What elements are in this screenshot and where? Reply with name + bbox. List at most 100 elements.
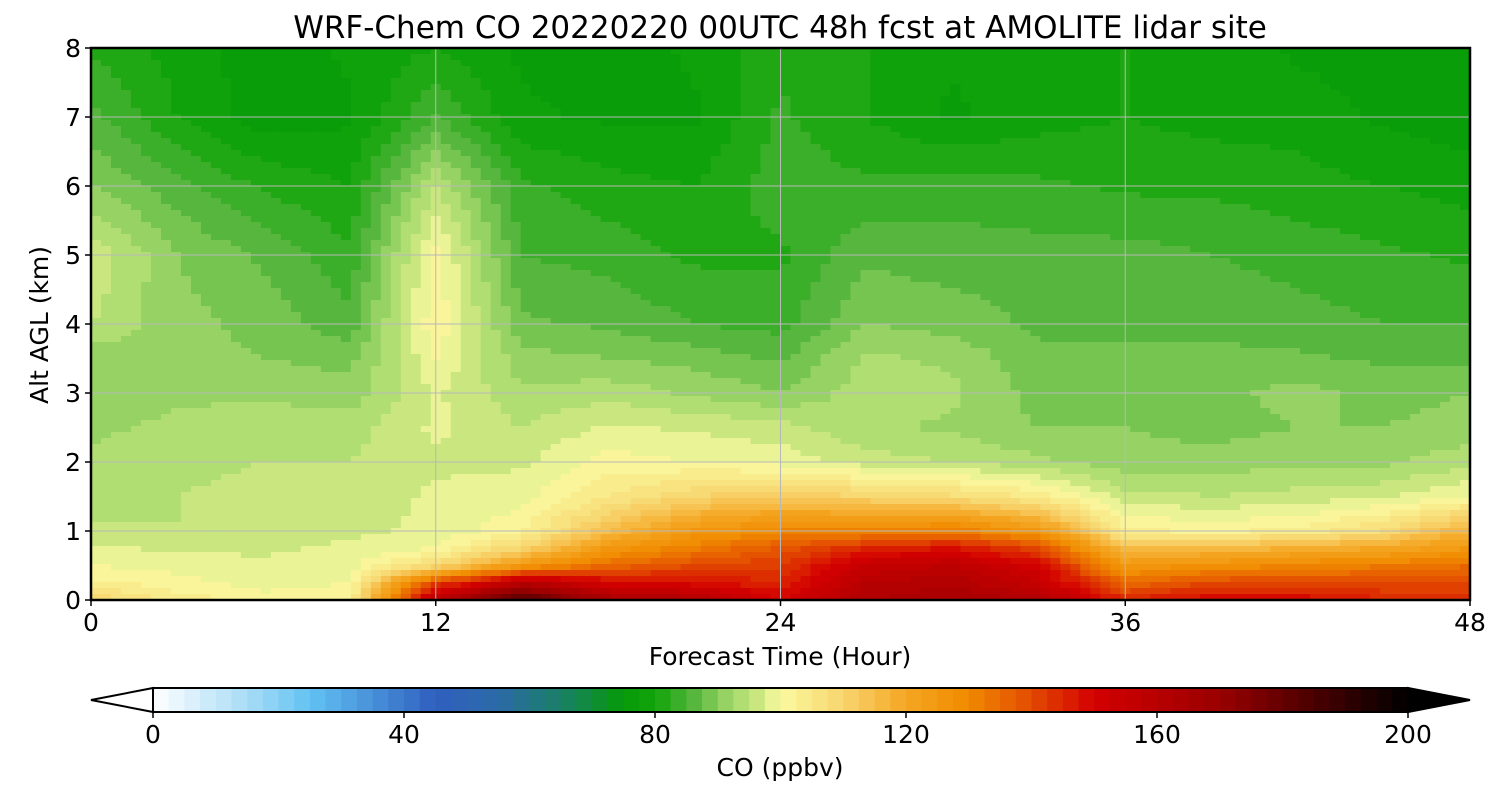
heatmap-cell bbox=[960, 210, 971, 217]
heatmap-cell bbox=[1400, 174, 1411, 181]
heatmap-cell bbox=[1070, 240, 1081, 247]
heatmap-cell bbox=[520, 84, 532, 91]
heatmap-cell bbox=[460, 90, 472, 97]
heatmap-cell bbox=[470, 66, 482, 73]
heatmap-cell bbox=[1270, 156, 1281, 163]
heatmap-cell bbox=[900, 66, 911, 73]
heatmap-cell bbox=[1430, 240, 1441, 247]
heatmap-cell bbox=[480, 90, 492, 97]
heatmap-cell bbox=[930, 228, 941, 235]
heatmap-cell bbox=[180, 240, 192, 247]
heatmap-cell bbox=[850, 72, 862, 79]
heatmap-cell bbox=[950, 228, 961, 235]
heatmap-cell bbox=[570, 168, 582, 175]
heatmap-cell bbox=[1460, 186, 1470, 193]
heatmap-cell bbox=[570, 108, 582, 115]
heatmap-cell bbox=[440, 186, 452, 193]
heatmap-cell bbox=[1190, 222, 1201, 229]
heatmap-cell bbox=[1230, 210, 1241, 217]
heatmap-cell bbox=[230, 192, 242, 199]
heatmap-cell bbox=[650, 138, 662, 145]
heatmap-cell bbox=[1070, 216, 1081, 223]
heatmap-cell bbox=[520, 132, 532, 139]
heatmap-cell bbox=[680, 180, 692, 187]
heatmap-cell bbox=[340, 234, 352, 241]
heatmap-cell bbox=[1230, 60, 1241, 67]
heatmap-cell bbox=[1210, 48, 1221, 55]
heatmap-cell bbox=[1180, 108, 1191, 115]
heatmap-cell bbox=[820, 198, 832, 205]
heatmap-cell bbox=[200, 162, 212, 169]
heatmap-cell bbox=[650, 234, 662, 241]
heatmap-cell bbox=[1000, 60, 1011, 67]
heatmap-cell bbox=[220, 156, 232, 163]
heatmap-cell bbox=[1310, 246, 1321, 253]
heatmap-cell bbox=[260, 72, 272, 79]
heatmap-cell bbox=[380, 210, 392, 217]
heatmap-cell bbox=[1320, 66, 1331, 73]
heatmap-cell bbox=[1410, 132, 1421, 139]
heatmap-cell bbox=[620, 138, 632, 145]
heatmap-cell bbox=[620, 102, 632, 109]
heatmap-cell bbox=[1440, 258, 1451, 265]
heatmap-cell bbox=[860, 78, 872, 85]
heatmap-cell bbox=[1450, 210, 1461, 217]
heatmap-cell bbox=[140, 174, 152, 181]
heatmap-cell bbox=[400, 54, 412, 61]
heatmap-cell bbox=[1250, 132, 1261, 139]
heatmap-cell bbox=[1160, 234, 1171, 241]
heatmap-cell bbox=[630, 126, 642, 133]
heatmap-cell bbox=[930, 90, 941, 97]
heatmap-cell bbox=[720, 192, 732, 199]
heatmap-cell bbox=[910, 156, 921, 163]
heatmap-cell bbox=[150, 234, 162, 241]
heatmap-cell bbox=[1430, 66, 1441, 73]
heatmap-cell bbox=[1240, 54, 1251, 61]
heatmap-cell bbox=[980, 192, 991, 199]
heatmap-cell bbox=[110, 78, 122, 85]
heatmap-cell bbox=[1410, 150, 1421, 157]
heatmap-cell bbox=[840, 186, 852, 193]
heatmap-cell bbox=[830, 168, 842, 175]
heatmap-cell bbox=[1280, 228, 1291, 235]
heatmap-cell bbox=[1210, 210, 1221, 217]
heatmap-cell bbox=[840, 246, 852, 253]
heatmap-cell bbox=[1220, 120, 1231, 127]
heatmap-cell bbox=[540, 246, 552, 253]
heatmap-cell bbox=[520, 108, 532, 115]
heatmap-cell bbox=[360, 216, 372, 223]
heatmap-cell bbox=[1260, 192, 1271, 199]
heatmap-cell bbox=[1000, 126, 1011, 133]
heatmap-cell bbox=[1260, 198, 1271, 205]
heatmap-cell bbox=[800, 204, 812, 211]
heatmap-cell bbox=[810, 162, 822, 169]
heatmap-cell bbox=[720, 78, 732, 85]
heatmap-cell bbox=[860, 186, 872, 193]
heatmap-cell bbox=[250, 60, 262, 67]
heatmap-cell bbox=[1420, 198, 1431, 205]
heatmap-cell bbox=[480, 222, 492, 229]
heatmap-cell bbox=[840, 192, 852, 199]
heatmap-cell bbox=[1410, 60, 1421, 67]
heatmap-cell bbox=[630, 168, 642, 175]
heatmap-cell bbox=[630, 204, 642, 211]
heatmap-cell bbox=[1060, 222, 1071, 229]
heatmap-cell bbox=[800, 174, 812, 181]
heatmap-cell bbox=[590, 162, 602, 169]
heatmap-cell bbox=[100, 204, 112, 211]
heatmap-cell bbox=[1380, 138, 1391, 145]
heatmap-cell bbox=[870, 54, 882, 61]
heatmap-cell bbox=[1240, 162, 1251, 169]
heatmap-cell bbox=[190, 72, 202, 79]
heatmap-cell bbox=[1190, 66, 1201, 73]
heatmap-cell bbox=[1280, 84, 1291, 91]
heatmap-cell bbox=[1090, 156, 1101, 163]
heatmap-cell bbox=[1190, 192, 1201, 199]
heatmap-cell bbox=[220, 162, 232, 169]
heatmap-cell bbox=[250, 132, 262, 139]
heatmap-cell bbox=[160, 72, 172, 79]
heatmap-cell bbox=[160, 156, 172, 163]
heatmap-cell bbox=[300, 234, 312, 241]
heatmap-cell bbox=[730, 150, 742, 157]
heatmap-cell bbox=[680, 84, 692, 91]
